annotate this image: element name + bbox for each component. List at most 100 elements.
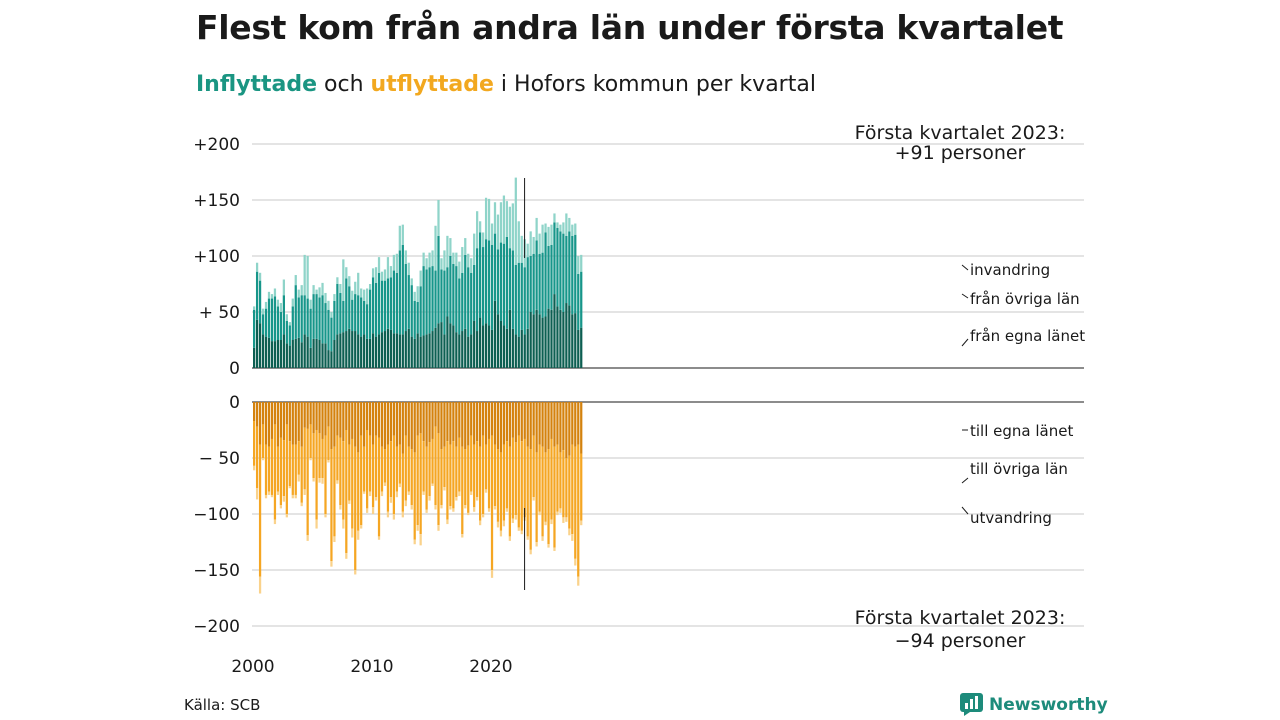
bar-in-segment xyxy=(544,232,547,317)
bar-out-segment xyxy=(330,402,333,450)
bar-out-segment xyxy=(544,521,547,526)
bar-out-segment xyxy=(440,402,443,450)
bar-in-segment xyxy=(267,298,271,338)
bar-out-segment xyxy=(437,433,440,526)
bar-in-segment xyxy=(261,308,265,315)
bar-in-segment xyxy=(553,213,556,223)
bar-out-segment xyxy=(383,402,387,450)
bar-in-segment xyxy=(425,269,428,335)
bar-out-segment xyxy=(547,402,550,450)
bar-in-segment xyxy=(428,267,431,334)
bar-in-segment xyxy=(342,332,345,368)
bar-out-segment xyxy=(407,446,410,492)
bar-out-segment xyxy=(324,514,327,518)
annotation-out-line1: Första kvartalet 2023: xyxy=(855,607,1066,629)
bar-out-segment xyxy=(300,402,303,447)
bar-in-segment xyxy=(508,309,511,368)
bar-out-segment xyxy=(288,441,291,486)
bar-in-segment xyxy=(354,331,357,368)
bar-in-segment xyxy=(398,225,401,251)
bar-in-segment xyxy=(496,314,500,368)
bar-out-segment xyxy=(476,441,479,498)
bar-out-segment xyxy=(395,491,398,498)
bar-in-segment xyxy=(547,308,550,368)
bar-in-segment xyxy=(517,262,520,337)
bar-out-segment xyxy=(354,570,357,575)
bar-out-segment xyxy=(559,402,562,453)
bar-out-segment xyxy=(371,507,375,514)
bar-in-segment xyxy=(458,278,461,335)
bar-in-segment xyxy=(410,285,413,337)
bar-out-segment xyxy=(574,402,577,447)
bar-out-segment xyxy=(270,402,274,439)
bar-in-segment xyxy=(499,242,503,321)
bar-out-segment xyxy=(580,520,583,526)
bar-in-segment xyxy=(517,221,520,263)
bar-in-segment xyxy=(348,328,351,368)
bar-in-segment xyxy=(282,295,285,335)
bar-out-segment xyxy=(383,449,387,483)
bar-in-segment xyxy=(339,292,342,334)
bar-in-segment xyxy=(473,320,476,368)
x-tick-label: 2010 xyxy=(350,657,393,677)
bar-in-segment xyxy=(452,325,455,368)
bar-in-segment xyxy=(479,317,482,368)
bar-in-segment xyxy=(535,240,538,310)
bar-out-segment xyxy=(366,402,369,430)
bar-out-segment xyxy=(309,424,312,458)
bar-out-segment xyxy=(327,426,330,461)
bar-out-segment xyxy=(568,528,571,536)
bar-in-segment xyxy=(526,328,529,368)
bar-in-segment xyxy=(550,244,553,310)
bar-in-segment xyxy=(553,222,556,295)
bar-in-segment xyxy=(357,295,360,335)
bar-out-segment xyxy=(449,402,452,445)
bar-in-segment xyxy=(449,238,452,256)
bar-in-segment xyxy=(324,343,327,368)
bar-in-segment xyxy=(312,285,315,295)
bar-in-segment xyxy=(484,197,488,240)
bar-out-segment xyxy=(342,402,345,442)
bar-in-segment xyxy=(520,235,523,263)
bar-out-segment xyxy=(479,446,482,521)
bar-in-segment xyxy=(342,300,345,333)
bar-out-segment xyxy=(484,489,488,493)
bar-out-segment xyxy=(484,402,488,445)
bar-in-segment xyxy=(395,272,398,334)
bar-out-segment xyxy=(419,402,422,434)
bar-in-segment xyxy=(285,343,288,368)
bar-in-segment xyxy=(446,235,449,268)
bar-out-segment xyxy=(508,402,511,447)
bar-in-segment xyxy=(345,331,348,368)
bar-in-segment xyxy=(547,245,550,309)
bar-out-segment xyxy=(306,535,309,541)
bar-in-segment xyxy=(419,286,422,337)
bar-out-segment xyxy=(380,402,384,447)
bar-in-segment xyxy=(363,289,366,301)
bar-in-segment xyxy=(297,289,300,298)
bar-in-segment xyxy=(368,338,372,368)
bar-out-segment xyxy=(386,402,390,445)
bar-in-segment xyxy=(407,262,410,276)
bar-out-segment xyxy=(330,561,333,567)
bar-out-segment xyxy=(455,446,458,498)
y-tick-label-out: −150 xyxy=(193,561,240,581)
bar-out-segment xyxy=(404,435,407,501)
bar-in-segment xyxy=(520,329,523,368)
bar-in-segment xyxy=(389,277,393,330)
bar-out-segment xyxy=(470,402,473,436)
bar-in-segment xyxy=(526,243,529,258)
bar-out-segment xyxy=(315,430,318,520)
bar-out-segment xyxy=(446,402,449,442)
bar-in-segment xyxy=(476,331,479,368)
bar-in-segment xyxy=(351,299,354,332)
bar-out-segment xyxy=(538,402,541,445)
y-tick-label-in: +150 xyxy=(193,191,240,211)
bar-in-segment xyxy=(467,253,470,268)
bar-in-segment xyxy=(574,313,577,368)
bar-in-segment xyxy=(511,203,514,251)
bar-in-segment xyxy=(407,328,410,368)
bar-in-segment xyxy=(392,254,396,271)
bar-out-segment xyxy=(368,435,372,492)
